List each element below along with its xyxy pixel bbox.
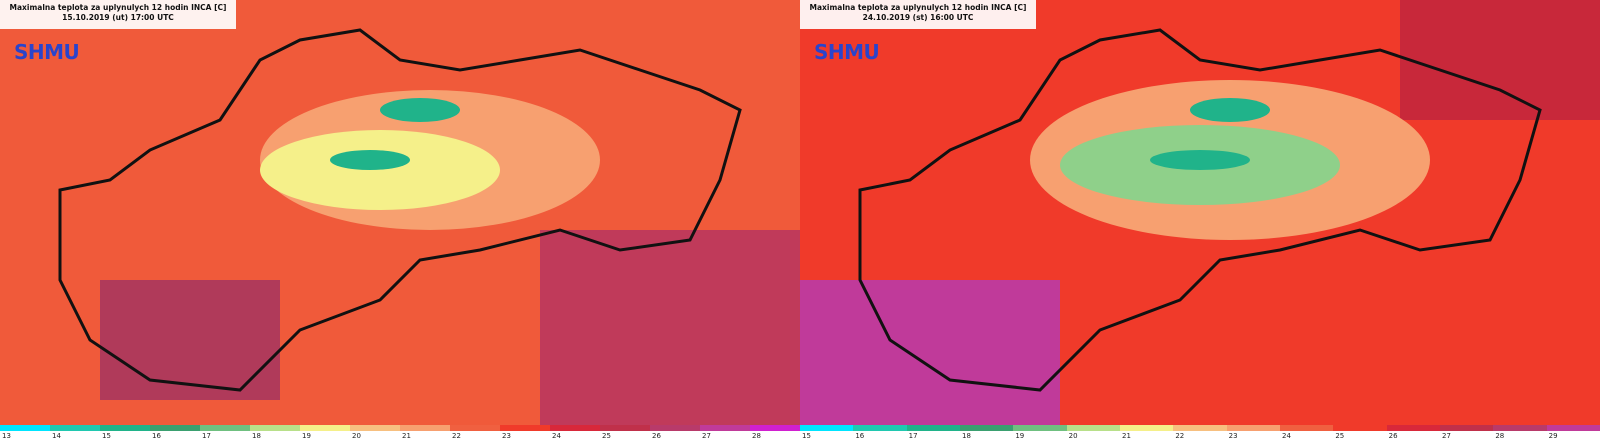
legend-tick: 23: [502, 432, 511, 440]
country-border: [858, 28, 1542, 392]
legend-bar: [800, 425, 1600, 431]
legend-tick: 24: [1282, 432, 1291, 440]
legend-swatch: [1386, 425, 1440, 431]
legend-swatch: [800, 425, 854, 431]
legend-swatch: [959, 425, 1014, 431]
legend-tick: 25: [602, 432, 611, 440]
map-panel-right: Maximalna teplota za uplynulych 12 hodin…: [800, 0, 1600, 444]
shmu-logo: SHMU: [14, 40, 80, 64]
legend-tick: 21: [1122, 432, 1131, 440]
legend-tick: 19: [1015, 432, 1025, 440]
legend-swatch: [100, 425, 150, 431]
legend-swatch: [853, 425, 907, 431]
legend-tick: 29: [1548, 432, 1558, 440]
legend-swatch: [650, 425, 700, 431]
legend-swatch: [300, 425, 350, 431]
legend-tick: 26: [1388, 432, 1398, 440]
legend-swatch: [1066, 425, 1120, 431]
cold-zone: [330, 150, 410, 170]
hottest-zone: [800, 280, 1060, 425]
color-legend: 13 14 15 16 17 18 19 20 21 22 23 24 25 26 27 28: [0, 425, 800, 444]
shmu-logo: SHMU: [814, 40, 880, 64]
legend-swatch: [50, 425, 100, 431]
legend-swatch: [350, 425, 400, 431]
temperature-map-left: [0, 0, 800, 425]
map-title: Maximalna teplota za uplynulych 12 hodin…: [800, 0, 1036, 29]
color-legend: 15 16 17 18 19 20 21 22 23 24 25 26 27 28 29: [800, 425, 1600, 444]
legend-tick: 14: [52, 432, 61, 440]
legend-swatch: [1119, 425, 1174, 431]
timestamp: 15.10.2019 (ut) 17:00 UTC: [62, 13, 174, 22]
temperature-map-right: [800, 0, 1600, 425]
legend-swatch: [0, 425, 50, 431]
legend-swatch: [1546, 425, 1600, 431]
legend-swatch: [200, 425, 250, 431]
timestamp: 24.10.2019 (st) 16:00 UTC: [862, 13, 974, 22]
legend-tick: 19: [302, 432, 311, 440]
legend-swatch: [1333, 425, 1387, 431]
legend-swatch: [400, 425, 450, 431]
legend-swatch: [550, 425, 600, 431]
legend-tick: 20: [352, 432, 361, 440]
country-border: [58, 28, 742, 392]
legend-swatch: [1226, 425, 1280, 431]
legend-tick: 18: [962, 432, 971, 440]
warm-zone: [540, 230, 800, 425]
cold-zone: [1150, 150, 1250, 170]
title-line: Maximalna teplota za uplynulych 12 hodin…: [9, 3, 227, 12]
legend-tick: 26: [652, 432, 661, 440]
title-line: Maximalna teplota za uplynulych 12 hodin…: [809, 3, 1027, 12]
legend-swatch: [600, 425, 650, 431]
legend-swatch: [1013, 425, 1067, 431]
legend-tick: 27: [702, 432, 711, 440]
warm-zone: [100, 280, 280, 400]
legend-tick: 15: [102, 432, 111, 440]
legend-tick: 20: [1068, 432, 1078, 440]
cold-zone: [1190, 98, 1270, 122]
map-panel-left: Maximalna teplota za uplynulych 12 hodin…: [0, 0, 800, 444]
legend-tick: 16: [855, 432, 865, 440]
legend-swatch: [250, 425, 300, 431]
legend-swatch: [700, 425, 750, 431]
legend-swatch: [906, 425, 960, 431]
legend-tick: 21: [402, 432, 411, 440]
legend-tick: 23: [1228, 432, 1238, 440]
legend-tick: 13: [2, 432, 11, 440]
legend-tick: 24: [552, 432, 561, 440]
legend-swatch: [750, 425, 800, 431]
legend-swatch: [1173, 425, 1227, 431]
legend-tick: 28: [752, 432, 761, 440]
legend-tick: 22: [452, 432, 461, 440]
legend-tick: 27: [1442, 432, 1451, 440]
legend-tick: 17: [908, 432, 918, 440]
legend-swatch: [500, 425, 550, 431]
legend-tick: 25: [1335, 432, 1345, 440]
cool-zone: [260, 130, 500, 210]
legend-tick: 17: [202, 432, 211, 440]
legend-swatch: [1439, 425, 1494, 431]
legend-swatch: [1493, 425, 1547, 431]
cold-zone: [380, 98, 460, 122]
legend-tick: 15: [802, 432, 811, 440]
hot-zone: [1400, 0, 1600, 120]
legend-bar: [0, 425, 800, 431]
legend-swatch: [150, 425, 200, 431]
map-title: Maximalna teplota za uplynulych 12 hodin…: [0, 0, 236, 29]
legend-swatch: [450, 425, 500, 431]
legend-tick: 16: [152, 432, 161, 440]
legend-tick: 18: [252, 432, 261, 440]
legend-tick: 28: [1495, 432, 1505, 440]
legend-tick: 22: [1175, 432, 1185, 440]
legend-swatch: [1279, 425, 1334, 431]
